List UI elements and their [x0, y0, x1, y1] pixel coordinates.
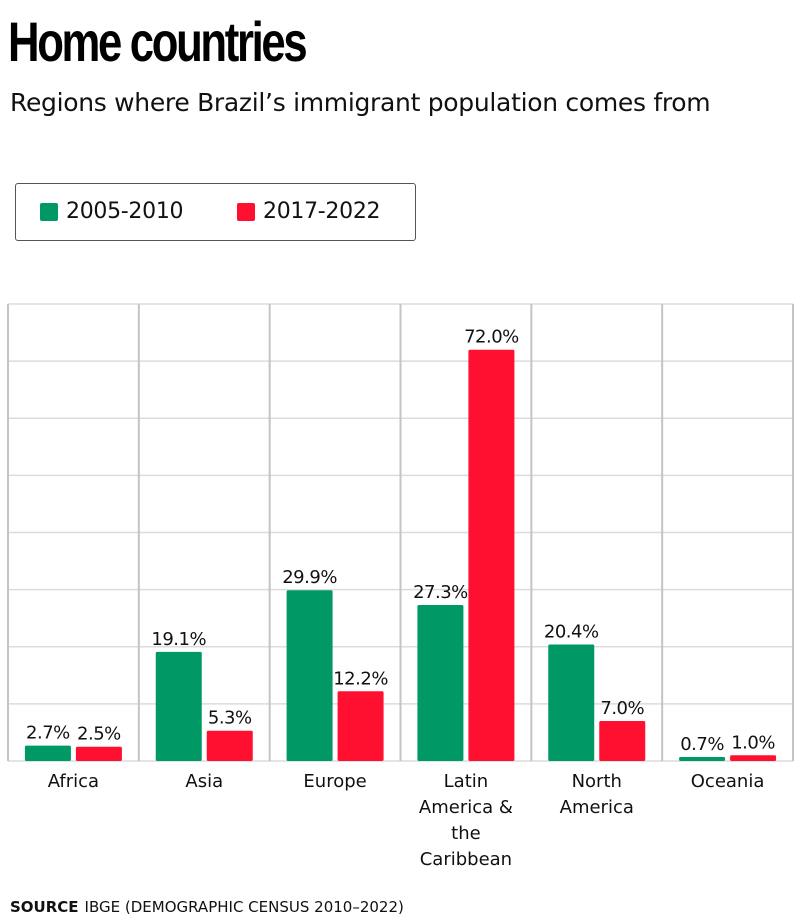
data-label: 7.0%	[600, 698, 644, 719]
category-label: America &	[419, 797, 513, 818]
bar-2005-2010-africa	[24, 745, 71, 761]
category-label: America	[560, 797, 634, 818]
bar-2017-2022-latin-america-the-caribbean	[468, 349, 515, 761]
source-text: IBGE (DEMOGRAPHIC CENSUS 2010–2022)	[84, 898, 404, 916]
category-label: Asia	[185, 771, 223, 792]
source-label: SOURCE	[10, 898, 79, 916]
chart-title: Home countries	[8, 10, 308, 73]
data-label: 1.0%	[731, 732, 775, 753]
chart-subtitle: Regions where Brazil’s immigrant populat…	[10, 88, 711, 117]
source-note: SOURCE IBGE (DEMOGRAPHIC CENSUS 2010–2022…	[10, 898, 404, 916]
category-label: Africa	[48, 771, 99, 792]
data-label: 2.5%	[77, 724, 121, 745]
bar-2005-2010-oceania	[679, 757, 726, 761]
category-label: Europe	[303, 771, 366, 792]
bar-2017-2022-europe	[337, 691, 384, 761]
bar-2005-2010-asia	[155, 651, 202, 761]
legend: 2005-2010 2017-2022	[15, 183, 416, 241]
legend-item-2017-2022: 2017-2022	[237, 199, 381, 224]
data-label: 29.9%	[282, 567, 337, 588]
category-label: Caribbean	[420, 849, 512, 870]
bar-chart: 2.7% 2.5% Africa 19.1% 5.3% Asia 29.9% 12.2% Eur…	[7, 303, 794, 870]
category-label: the	[451, 823, 481, 844]
data-label: 0.7%	[680, 734, 724, 755]
bar-2017-2022-asia	[206, 730, 253, 761]
bar-2017-2022-oceania	[730, 755, 777, 761]
bar-2005-2010-europe	[286, 590, 333, 761]
category-label: North	[572, 771, 622, 792]
data-label: 12.2%	[333, 668, 388, 689]
data-label: 2.7%	[26, 723, 70, 744]
data-label: 27.3%	[413, 582, 468, 603]
legend-label: 2005-2010	[66, 199, 184, 224]
category-label: Oceania	[691, 771, 765, 792]
category-label: Latin	[444, 771, 489, 792]
legend-label: 2017-2022	[263, 199, 381, 224]
data-label: 20.4%	[544, 621, 599, 642]
legend-swatch-green	[40, 202, 58, 221]
bar-2005-2010-north-america	[548, 644, 595, 761]
legend-item-2005-2010: 2005-2010	[40, 199, 184, 224]
data-label: 5.3%	[208, 708, 252, 729]
legend-swatch-red	[237, 202, 255, 221]
bar-2005-2010-latin-america-the-caribbean	[417, 605, 464, 761]
data-label: 72.0%	[464, 327, 519, 348]
bar-2017-2022-north-america	[599, 721, 646, 761]
bar-2017-2022-africa	[75, 746, 122, 761]
data-label: 19.1%	[151, 629, 206, 650]
